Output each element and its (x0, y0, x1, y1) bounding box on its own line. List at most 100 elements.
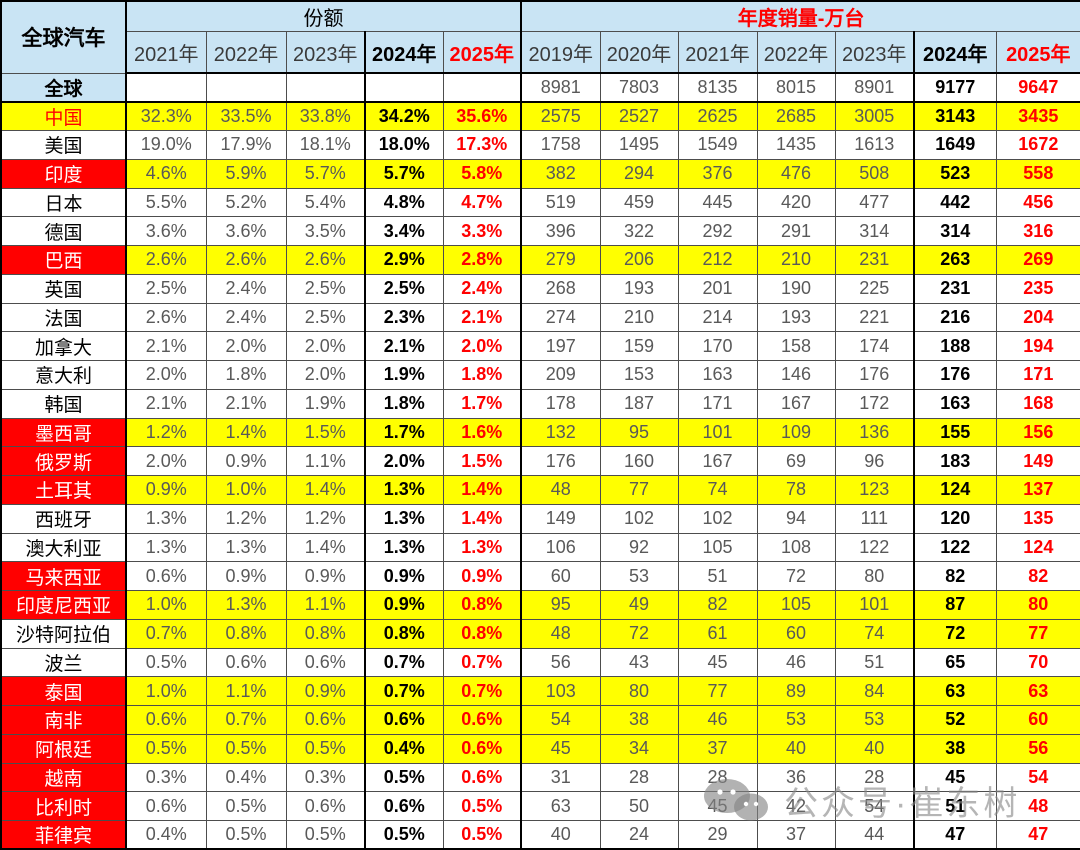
share-cell: 2.3% (364, 302, 444, 333)
row-label: 德国 (0, 216, 127, 246)
sales-cell: 40 (834, 733, 915, 764)
share-cell: 1.8% (442, 360, 522, 390)
share-cell (364, 72, 444, 103)
sales-cell: 49 (599, 590, 679, 620)
sales-cell: 159 (599, 331, 679, 361)
year-header-sales-6: 2024年 (913, 31, 997, 74)
row-label: 南非 (0, 705, 127, 735)
share-cell: 0.9% (125, 475, 207, 505)
sales-cell: 53 (756, 705, 836, 735)
share-cell: 1.3% (442, 532, 522, 563)
share-cell: 1.4% (285, 532, 366, 563)
sales-cell: 508 (834, 158, 915, 189)
share-cell: 1.4% (442, 475, 522, 505)
share-cell: 0.6% (285, 791, 366, 821)
share-cell: 2.5% (285, 273, 366, 304)
sales-cell: 101 (834, 590, 915, 620)
sales-cell: 156 (995, 417, 1080, 448)
sales-cell: 155 (913, 417, 997, 448)
share-cell: 0.5% (442, 791, 522, 821)
share-cell: 0.6% (285, 705, 366, 735)
share-cell: 17.9% (205, 130, 287, 160)
sales-cell: 95 (520, 590, 601, 620)
share-cell: 1.1% (285, 446, 366, 476)
sales-cell: 274 (520, 302, 601, 333)
share-cell: 1.9% (285, 388, 366, 419)
table-row: 印度 4.6% 5.9% 5.7% 5.7% 5.8% 382 294 376 476 508 523… (0, 158, 1080, 189)
sales-cell: 28 (834, 762, 915, 793)
sales-cell: 24 (599, 820, 679, 850)
share-cell: 2.0% (364, 446, 444, 476)
sales-cell: 214 (677, 302, 758, 333)
share-cell (285, 72, 366, 103)
sales-cell: 60 (995, 705, 1080, 735)
share-cell: 1.0% (125, 590, 207, 620)
sales-cell: 40 (756, 733, 836, 764)
sales-cell: 92 (599, 532, 679, 563)
sales-cell: 47 (913, 820, 997, 850)
share-cell: 0.7% (205, 705, 287, 735)
share-cell: 0.7% (364, 676, 444, 706)
sales-cell: 176 (834, 360, 915, 390)
share-cell: 1.3% (364, 475, 444, 505)
share-cell: 2.5% (364, 273, 444, 304)
share-cell: 2.1% (205, 388, 287, 419)
share-cell: 33.5% (205, 101, 287, 131)
share-cell: 0.5% (205, 733, 287, 764)
share-cell: 0.8% (205, 618, 287, 649)
sales-cell: 60 (756, 618, 836, 649)
share-cell: 1.5% (285, 417, 366, 448)
share-cell: 33.8% (285, 101, 366, 131)
sales-cell: 103 (520, 676, 601, 706)
sales-cell: 146 (756, 360, 836, 390)
share-cell: 2.4% (205, 273, 287, 304)
share-cell: 0.9% (285, 561, 366, 591)
year-header-sales-3: 2021年 (677, 31, 758, 74)
sales-cell: 210 (756, 245, 836, 275)
table-row: 波兰 0.5% 0.6% 0.6% 0.7% 0.7% 56 43 45 46 51 65 70 (0, 647, 1080, 678)
table-row: 法国 2.6% 2.4% 2.5% 2.3% 2.1% 274 210 214 193 221 216… (0, 302, 1080, 333)
share-cell: 0.9% (364, 561, 444, 591)
sales-cell: 7803 (599, 72, 679, 103)
sales-cell: 396 (520, 216, 601, 246)
sales-cell: 170 (677, 331, 758, 361)
share-cell: 1.2% (285, 503, 366, 534)
sales-cell: 61 (677, 618, 758, 649)
sales-cell: 163 (677, 360, 758, 390)
sales-cell: 135 (995, 503, 1080, 534)
sales-cell: 9177 (913, 72, 997, 103)
sales-cell: 188 (913, 331, 997, 361)
share-cell: 0.5% (125, 733, 207, 764)
share-cell: 0.6% (364, 705, 444, 735)
share-cell: 0.6% (442, 762, 522, 793)
sales-cell: 96 (834, 446, 915, 476)
sales-cell: 43 (599, 647, 679, 678)
sales-cell: 37 (677, 733, 758, 764)
sales-cell: 36 (756, 762, 836, 793)
year-header-share-1: 2021年 (125, 31, 207, 74)
year-header-row: 2021年 2022年 2023年 2024年 2025年 2019年 2020年 2021年… (1, 31, 1080, 74)
sales-cell: 172 (834, 388, 915, 419)
table-row: 意大利 2.0% 1.8% 2.0% 1.9% 1.8% 209 153 163 146 176 17… (0, 360, 1080, 390)
sales-cell: 221 (834, 302, 915, 333)
row-label: 澳大利亚 (0, 532, 127, 563)
sales-cell: 63 (995, 676, 1080, 706)
sales-cell: 316 (995, 216, 1080, 246)
row-label: 日本 (0, 187, 127, 218)
sales-cell: 94 (756, 503, 836, 534)
share-cell: 34.2% (364, 101, 444, 131)
share-cell: 0.6% (442, 705, 522, 735)
share-cell: 0.7% (442, 676, 522, 706)
share-cell (125, 72, 207, 103)
table-row: 南非 0.6% 0.7% 0.6% 0.6% 0.6% 54 38 46 53 53 52 60 (0, 705, 1080, 735)
share-cell: 1.4% (285, 475, 366, 505)
share-cell: 0.6% (205, 647, 287, 678)
table-body: 全球 8981 7803 8135 8015 8901 9177 9647 中国 32.3% 33.… (0, 72, 1080, 850)
sales-cell: 445 (677, 187, 758, 218)
table-row: 全球 8981 7803 8135 8015 8901 9177 9647 (0, 72, 1080, 103)
share-cell: 2.0% (285, 360, 366, 390)
sales-cell: 292 (677, 216, 758, 246)
sales-cell: 53 (599, 561, 679, 591)
sales-cell: 235 (995, 273, 1080, 304)
sales-cell: 101 (677, 417, 758, 448)
